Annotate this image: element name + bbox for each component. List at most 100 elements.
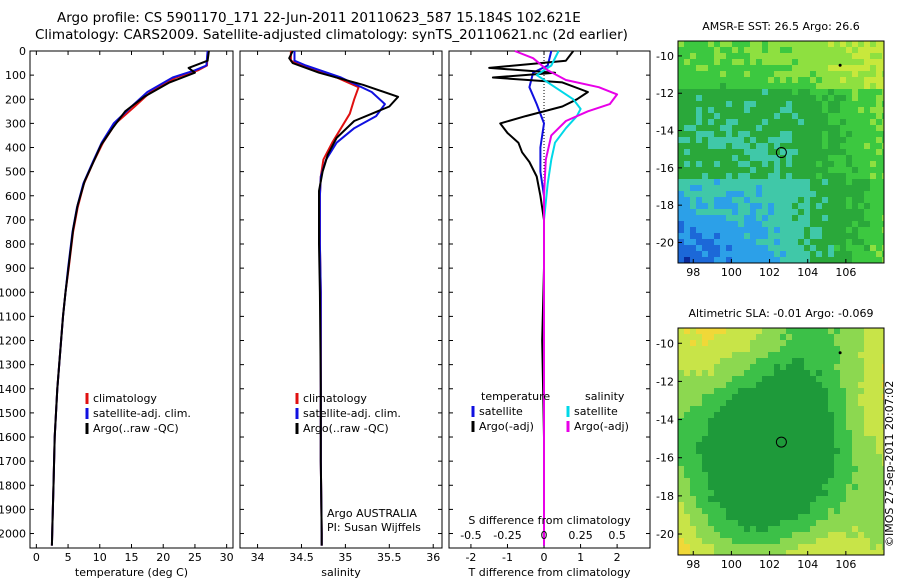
- salinity-series-argo-raw-qc-: [288, 50, 400, 546]
- temperature-ytick-label: 1300: [0, 359, 26, 372]
- salinity-xlabel: salinity: [321, 566, 361, 579]
- sla_map-xtick-label: 106: [835, 558, 856, 571]
- salinity-difference-tick-label: 0: [541, 529, 548, 542]
- sst_map-title: AMSR-E SST: 26.5 Argo: 26.6: [702, 20, 860, 33]
- salinity-xtick-label: 34.5: [289, 551, 314, 564]
- temperature-ytick-label: 900: [5, 262, 26, 275]
- sst_map-ytick-label: -20: [656, 236, 674, 249]
- salinity-xtick-label: 35: [338, 551, 352, 564]
- sla_map-ytick-label: -10: [656, 337, 674, 350]
- temperature-xtick-label: 20: [156, 551, 170, 564]
- sla_map-ytick-label: -14: [656, 414, 674, 427]
- legend-entry: Argo(-adj): [574, 420, 629, 433]
- temperature-xtick-label: 15: [125, 551, 139, 564]
- difference-xtick-label: 2: [614, 551, 621, 564]
- sst_map-frame: [677, 40, 885, 264]
- float-pi-label: PI: Susan Wijffels: [327, 521, 421, 534]
- figure-header: Argo profile: CS 5901170_171 22-Jun-2011…: [0, 0, 640, 48]
- salinity-difference-tick-label: 0.25: [568, 529, 593, 542]
- legend-entry: satellite-adj. clim.: [303, 407, 401, 420]
- salinity-xtick-label: 34: [251, 551, 265, 564]
- salinity-xtick-label: 36: [426, 551, 440, 564]
- temperature-series-climatology: [50, 50, 209, 546]
- difference-series-salinity-argo-adj-: [514, 50, 619, 546]
- imos-timestamp: ©IMOS 27-Sep-2011 20:07:02: [883, 380, 896, 547]
- sst_map-field: [678, 41, 884, 263]
- legend-entry: Argo(-adj): [479, 420, 534, 433]
- temperature-ytick-label: 500: [5, 166, 26, 179]
- temperature-ytick-label: 100: [5, 69, 26, 82]
- salinity-series-satellite-adj-clim-: [293, 51, 386, 546]
- legend-entry: satellite: [479, 405, 523, 418]
- legend-salinity-heading: salinity: [585, 390, 625, 403]
- temperature-ytick-label: 2000: [0, 528, 26, 541]
- difference-plot-frame: [448, 50, 651, 549]
- sla_map-ytick-label: -16: [656, 452, 674, 465]
- legend-entry: climatology: [93, 392, 157, 405]
- temperature-xtick-label: 25: [188, 551, 202, 564]
- difference-xlabel: T difference from climatology: [468, 566, 631, 579]
- sla_map-xtick-label: 104: [797, 558, 818, 571]
- sla_map-ytick-label: -12: [656, 375, 674, 388]
- sst_map-island-marker: [838, 63, 842, 67]
- header-title-line2: Climatology: CARS2009. Satellite-adjuste…: [35, 27, 628, 43]
- sst_map-ytick-label: -16: [656, 162, 674, 175]
- legend-entry: Argo(..raw -QC): [93, 422, 179, 435]
- temperature-ytick-label: 1600: [0, 431, 26, 444]
- temperature-ytick-label: 700: [5, 214, 26, 227]
- temperature-ytick-label: 800: [5, 238, 26, 251]
- temperature-ytick-label: 1700: [0, 455, 26, 468]
- header-title-line1: Argo profile: CS 5901170_171 22-Jun-2011…: [57, 10, 581, 26]
- sla_map-island-marker: [838, 351, 842, 355]
- difference-series-temperature-argo-adj-: [488, 50, 589, 546]
- float-owner-label: Argo AUSTRALIA: [327, 507, 417, 520]
- temperature-series-argo-raw-qc-: [50, 50, 210, 546]
- temperature-ytick-label: 0: [19, 45, 26, 58]
- sst_map-xtick-label: 102: [759, 266, 780, 279]
- temperature-xtick-label: 10: [93, 551, 107, 564]
- sla_map-frame: [677, 327, 885, 556]
- temperature-ytick-label: 1500: [0, 407, 26, 420]
- sla_map-xtick-label: 100: [721, 558, 742, 571]
- sla_map-argo-position-marker: [775, 436, 787, 448]
- temperature-ytick-label: 600: [5, 190, 26, 203]
- temperature-ytick-label: 400: [5, 142, 26, 155]
- temperature-ytick-label: 1100: [0, 310, 26, 323]
- sst_map-xtick-label: 106: [835, 266, 856, 279]
- temperature-xtick-label: 0: [33, 551, 40, 564]
- sst_map-ytick-label: -14: [656, 125, 674, 138]
- temperature-ytick-label: 1200: [0, 335, 26, 348]
- temperature-ytick-label: 200: [5, 93, 26, 106]
- sst_map-ytick-label: -12: [656, 87, 674, 100]
- difference-xtick-label: -2: [465, 551, 476, 564]
- legend-entry: satellite: [574, 405, 618, 418]
- temperature-plot-frame: [29, 50, 234, 549]
- salinity-difference-axis-label: S difference from climatology: [468, 514, 631, 527]
- temperature-ytick-label: 1000: [0, 286, 26, 299]
- sla_map-ytick-label: -20: [656, 528, 674, 541]
- temperature-ytick-label: 1900: [0, 503, 26, 516]
- sla_map-xtick-label: 98: [686, 558, 700, 571]
- sst_map-ytick-label: -10: [656, 50, 674, 63]
- legend-entry: Argo(..raw -QC): [303, 422, 389, 435]
- salinity-difference-tick-label: -0.5: [460, 529, 481, 542]
- legend-entry: climatology: [303, 392, 367, 405]
- legend-entry: satellite-adj. clim.: [93, 407, 191, 420]
- temperature-xtick-label: 5: [65, 551, 72, 564]
- salinity-difference-tick-label: 0.5: [608, 529, 626, 542]
- sla_map-xtick-label: 102: [759, 558, 780, 571]
- temperature-xtick-label: 30: [220, 551, 234, 564]
- salinity-difference-tick-label: -0.25: [493, 529, 521, 542]
- difference-xtick-label: 1: [577, 551, 584, 564]
- difference-xtick-label: -1: [502, 551, 513, 564]
- difference-xtick-label: 0: [541, 551, 548, 564]
- sst_map-xtick-label: 98: [686, 266, 700, 279]
- temperature-series-satellite-adj-clim-: [50, 50, 209, 546]
- legend-temperature-heading: temperature: [481, 390, 550, 403]
- temperature-ytick-label: 300: [5, 117, 26, 130]
- difference-series-temperature-satellite: [528, 50, 553, 546]
- sst_map-argo-position-marker: [775, 147, 787, 159]
- temperature-xlabel: temperature (deg C): [75, 566, 188, 579]
- sst_map-xtick-label: 100: [721, 266, 742, 279]
